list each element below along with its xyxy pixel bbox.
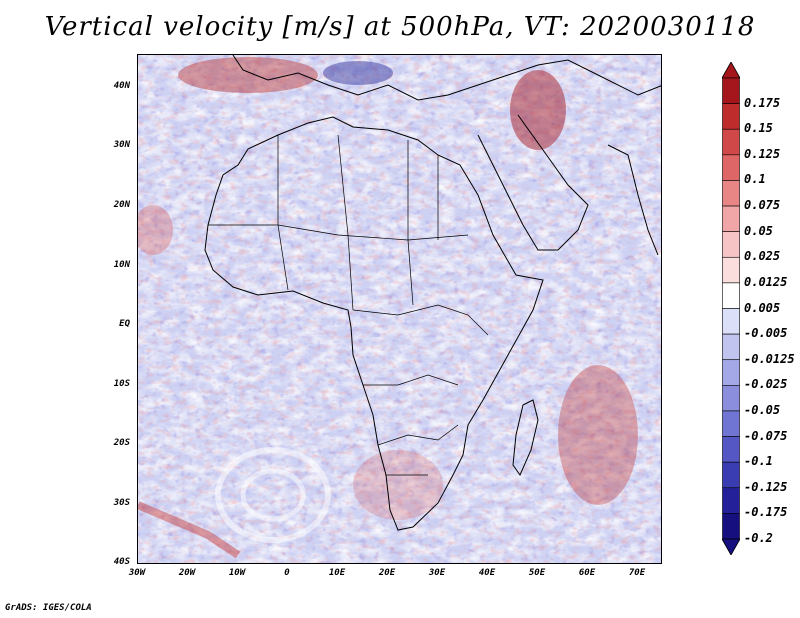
colorbar-swatch [722, 513, 740, 540]
colorbar-swatch [722, 359, 740, 386]
colorbar-swatch [722, 410, 740, 437]
cyclone-swirl [215, 447, 331, 543]
colorbar-label: 0.125 [744, 146, 781, 161]
y-tick-label: 30N [113, 140, 130, 150]
colorbar-arrow-bottom [722, 538, 740, 555]
colorbar-swatch [722, 180, 740, 207]
y-tick-label: 40S [113, 557, 130, 567]
country-borders [208, 134, 489, 476]
ascent-atlantic-west [138, 205, 173, 255]
colorbar-swatch [722, 205, 740, 232]
x-tick-label: 70E [628, 568, 646, 578]
x-tick-label: 30E [428, 568, 446, 578]
strong-descent-mediterranean [323, 61, 393, 85]
colorbar-swatch [722, 77, 740, 104]
colorbar-swatch [722, 231, 740, 258]
cyclone-swirl-inner [240, 468, 306, 522]
strong-ascent-mediterranean [178, 57, 318, 93]
colorbar-label: 0.175 [744, 95, 781, 110]
y-tick-label: 40N [113, 81, 130, 91]
colorbar-label: 0.1 [744, 172, 766, 187]
colorbar-swatch [722, 385, 740, 412]
y-tick-label: EQ [119, 319, 130, 329]
europe-coastline [232, 55, 661, 101]
colorbar-label: 0.05 [744, 223, 773, 238]
colorbar-swatch [722, 154, 740, 181]
y-tick-label: 10N [113, 260, 130, 270]
x-tick-label: 40E [478, 568, 496, 578]
colorbar-label: -0.2 [744, 531, 773, 545]
chart-title: Vertical velocity [m/s] at 500hPa, VT: 2… [44, 12, 756, 42]
colorbar-swatch [722, 256, 740, 284]
colorbar-label: 0.075 [744, 198, 781, 213]
ascent-band-sw [138, 501, 241, 559]
colorbar-label: -0.1 [744, 454, 773, 469]
colorbar-swatch [722, 128, 740, 156]
x-tick-label: 20E [378, 568, 396, 578]
x-tick-label: 20W [178, 568, 196, 578]
ascent-southern-africa [353, 450, 443, 520]
map-panel [137, 54, 662, 564]
grads-credit: GrADS: IGES/COLA [5, 603, 92, 613]
x-tick-label: 60E [578, 568, 596, 578]
x-tick-label: 10E [328, 568, 346, 578]
africa-coastline [204, 116, 544, 531]
colorbar-swatch [722, 333, 740, 361]
colorbar-swatch [722, 461, 740, 489]
colorbar-label: 0.005 [744, 300, 781, 315]
colorbar [722, 62, 740, 555]
colorbar-label: 0.0125 [744, 274, 788, 289]
strong-ascent-indian-ocean [558, 365, 638, 505]
colorbar-swatch [722, 308, 740, 335]
y-tick-label: 30S [113, 498, 130, 508]
colorbar-label: -0.075 [744, 428, 788, 443]
colorbar-swatch [722, 436, 740, 463]
colorbar-label: -0.05 [744, 402, 781, 417]
colorbar-label: -0.025 [744, 377, 788, 392]
x-tick-label: 50E [528, 568, 546, 578]
y-tick-label: 10S [113, 379, 130, 389]
colorbar-swatch [722, 103, 740, 130]
y-tick-label: 20N [113, 200, 130, 210]
india-coastline [607, 144, 659, 256]
arabia-coastline [477, 114, 589, 251]
x-tick-label: 30W [128, 568, 146, 578]
colorbar-swatch [722, 282, 740, 309]
madagascar [512, 399, 539, 477]
colorbar-label: -0.175 [744, 505, 788, 520]
x-tick-label: 0 [284, 568, 290, 578]
strong-ascent-iran [510, 70, 566, 150]
colorbar-swatch [722, 487, 740, 514]
field-blue-texture [138, 55, 661, 563]
velocity-field-map [138, 55, 661, 563]
colorbar-label: 0.025 [744, 249, 781, 264]
y-tick-label: 20S [113, 438, 130, 448]
colorbar-label: -0.0125 [744, 351, 795, 366]
colorbar-label: 0.15 [744, 121, 773, 136]
x-tick-label: 10W [228, 568, 246, 578]
colorbar-label: -0.125 [744, 479, 788, 494]
colorbar-arrow-top [722, 62, 740, 79]
colorbar-label: -0.005 [744, 326, 788, 341]
